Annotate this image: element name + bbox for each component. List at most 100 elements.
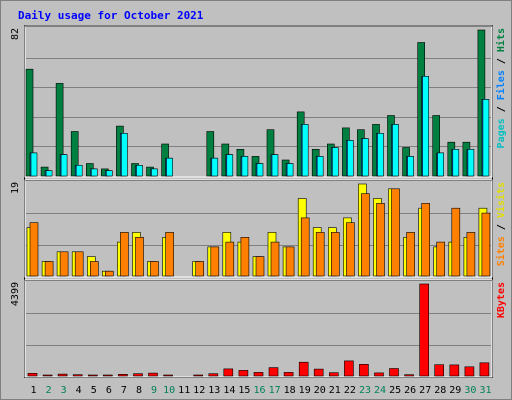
bar-kbytes-kbytes-day-19 <box>298 361 309 377</box>
panel-kbytes: 4399 KBytes <box>10 279 507 378</box>
bar-hits-pages-day-7 <box>121 133 128 177</box>
bar-kbytes-kbytes-day-8 <box>133 373 143 377</box>
x-tick-day-1: 1 <box>30 385 36 396</box>
x-tick-day-14: 14 <box>223 385 235 396</box>
panel-visits: 19 Sites / Visits <box>10 179 507 278</box>
bar-visits-sites-day-14 <box>225 241 235 277</box>
bar-kbytes-kbytes-day-27 <box>419 283 430 377</box>
bar-kbytes-kbytes-day-30 <box>464 366 475 377</box>
bar-hits-hits-day-17 <box>266 129 275 177</box>
bar-kbytes-kbytes-day-13 <box>208 373 219 377</box>
legend-part-0: Sites <box>495 236 507 266</box>
bar-hits-pages-day-27 <box>422 76 430 177</box>
bar-visits-sites-day-7 <box>120 232 129 277</box>
panel-frame <box>24 25 493 178</box>
bar-visits-sites-day-18 <box>285 246 295 277</box>
bar-visits-sites-day-6 <box>105 270 114 277</box>
x-tick-day-26: 26 <box>404 385 416 396</box>
panel-legend-label: Pages / Files / Hits <box>495 28 507 148</box>
bar-hits-pages-day-20 <box>316 156 324 177</box>
chart-panels: 82 Pages / Files / Hits 19 Sites / Visits 43… <box>10 25 507 378</box>
x-tick-day-19: 19 <box>299 385 311 396</box>
bar-hits-pages-day-17 <box>271 154 279 177</box>
bar-visits-sites-day-16 <box>255 256 265 277</box>
bar-kbytes-kbytes-day-10 <box>163 374 173 377</box>
x-tick-day-2: 2 <box>46 385 52 396</box>
x-tick-day-3: 3 <box>61 385 67 396</box>
bar-kbytes-kbytes-day-21 <box>328 372 339 377</box>
bar-hits-hits-day-1 <box>25 68 34 177</box>
bar-hits-hits-day-28 <box>432 115 441 177</box>
bar-visits-sites-day-27 <box>421 203 431 277</box>
bar-hits-pages-day-22 <box>347 140 354 177</box>
bar-kbytes-kbytes-day-15 <box>238 370 249 377</box>
bar-visits-sites-day-10 <box>165 232 174 277</box>
bar-visits-sites-day-15 <box>240 237 250 277</box>
bar-kbytes-kbytes-day-7 <box>118 373 128 377</box>
bar-visits-sites-day-30 <box>466 232 476 277</box>
bar-hits-pages-day-31 <box>482 99 490 177</box>
panel-hits: 82 Pages / Files / Hits <box>10 25 507 178</box>
bar-visits-sites-day-9 <box>150 261 159 277</box>
bar-hits-hits-day-13 <box>206 131 215 177</box>
bar-visits-sites-day-20 <box>315 232 325 277</box>
bar-hits-pages-day-25 <box>392 124 399 177</box>
x-tick-day-27: 27 <box>419 385 431 396</box>
bar-kbytes-kbytes-day-16 <box>253 372 264 377</box>
bar-kbytes-kbytes-day-2 <box>42 374 53 377</box>
bar-visits-sites-day-28 <box>436 241 446 277</box>
bar-hits-pages-day-29 <box>452 149 460 177</box>
bar-visits-sites-day-5 <box>90 261 99 277</box>
x-tick-day-16: 16 <box>253 385 265 396</box>
bar-kbytes-kbytes-day-18 <box>283 372 294 377</box>
x-tick-day-8: 8 <box>136 385 142 396</box>
bar-hits-pages-day-8 <box>136 165 143 177</box>
y-max-label: 4399 <box>10 282 21 306</box>
x-tick-day-29: 29 <box>449 385 461 396</box>
bar-hits-pages-day-21 <box>331 147 339 177</box>
bar-hits-pages-day-13 <box>211 157 219 177</box>
bar-kbytes-kbytes-day-24 <box>374 372 384 377</box>
legend-part-0: Pages <box>496 118 507 148</box>
bar-kbytes-kbytes-day-22 <box>344 360 354 377</box>
x-tick-day-21: 21 <box>329 385 341 396</box>
bar-visits-sites-day-3 <box>59 251 69 277</box>
bar-hits-pages-day-4 <box>75 165 83 177</box>
bar-kbytes-kbytes-day-9 <box>148 372 158 377</box>
chart-title: Daily usage for October 2021 <box>18 9 204 22</box>
bar-visits-sites-day-4 <box>74 251 84 277</box>
x-tick-day-7: 7 <box>121 385 127 396</box>
panel-legend-label: KBytes <box>496 282 507 318</box>
bar-hits-pages-day-30 <box>467 149 475 177</box>
bar-kbytes-kbytes-day-4 <box>72 374 83 377</box>
x-tick-day-11: 11 <box>178 385 190 396</box>
legend-part-2: Visits <box>495 182 507 218</box>
bar-hits-hits-day-3 <box>55 83 64 177</box>
bar-visits-sites-day-25 <box>391 188 400 277</box>
bar-hits-pages-day-15 <box>241 156 249 177</box>
bar-kbytes-kbytes-day-25 <box>389 368 399 377</box>
x-tick-day-6: 6 <box>106 385 112 396</box>
bar-kbytes-kbytes-day-23 <box>359 363 369 377</box>
bar-hits-pages-day-23 <box>362 138 369 177</box>
bar-visits-sites-day-2 <box>44 261 54 277</box>
x-tick-day-13: 13 <box>208 385 220 396</box>
bar-hits-pages-day-28 <box>437 152 445 177</box>
bar-hits-pages-day-6 <box>106 170 113 177</box>
x-tick-day-30: 30 <box>464 385 476 396</box>
bar-kbytes-kbytes-day-31 <box>479 362 490 377</box>
bar-hits-pages-day-14 <box>226 154 234 177</box>
bar-hits-pages-day-24 <box>377 133 384 177</box>
x-tick-day-9: 9 <box>151 385 157 396</box>
bar-hits-pages-day-18 <box>286 163 294 177</box>
bar-visits-sites-day-24 <box>376 203 385 277</box>
x-tick-day-12: 12 <box>193 385 205 396</box>
bar-hits-pages-day-2 <box>45 170 53 177</box>
bar-kbytes-kbytes-day-28 <box>434 364 445 377</box>
bar-visits-sites-day-26 <box>406 232 415 277</box>
x-tick-day-25: 25 <box>389 385 401 396</box>
bar-visits-sites-day-8 <box>135 237 144 277</box>
x-tick-day-24: 24 <box>374 385 386 396</box>
bar-visits-sites-day-13 <box>210 246 220 277</box>
